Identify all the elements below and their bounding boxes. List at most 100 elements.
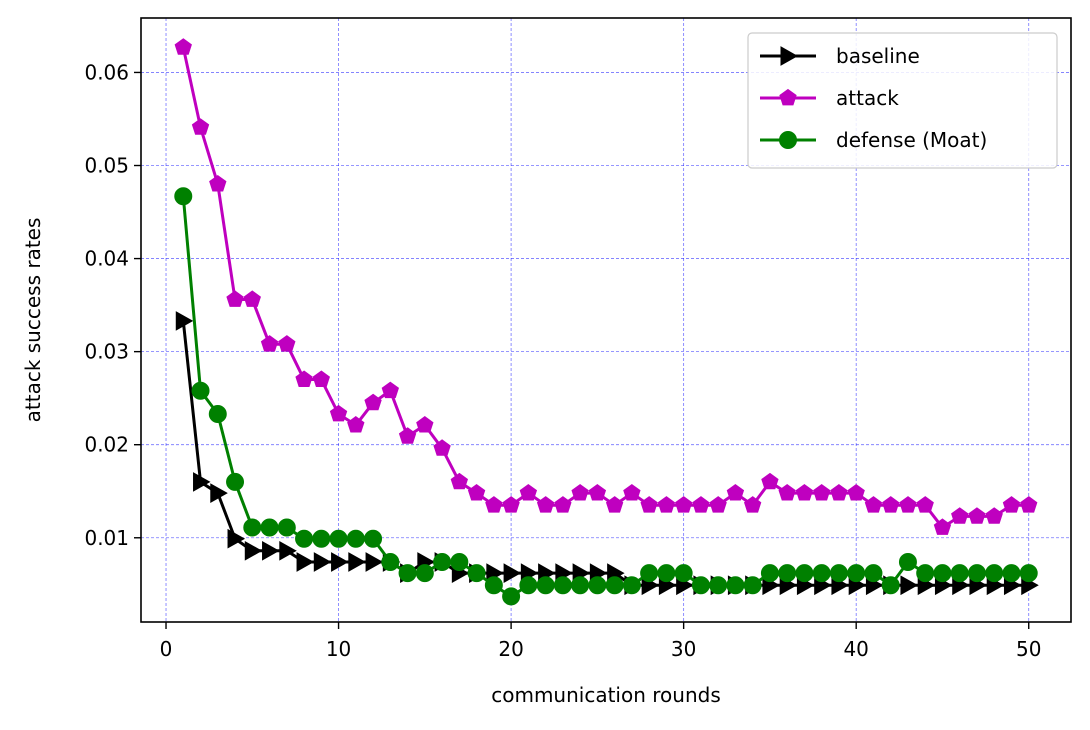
legend-item: attack bbox=[760, 86, 899, 110]
data-point bbox=[657, 564, 676, 583]
data-point bbox=[398, 427, 417, 444]
data-point bbox=[657, 496, 676, 513]
x-tick-label: 10 bbox=[326, 637, 351, 661]
data-point bbox=[175, 311, 194, 331]
data-point bbox=[313, 552, 332, 572]
legend-marker bbox=[779, 88, 797, 106]
data-point bbox=[364, 393, 382, 411]
data-point bbox=[674, 496, 693, 513]
data-point bbox=[260, 335, 279, 352]
data-point bbox=[381, 552, 400, 571]
legend: baseline attack defense (Moat) bbox=[747, 32, 1058, 169]
data-point bbox=[398, 564, 417, 583]
data-point bbox=[279, 540, 297, 561]
data-point bbox=[1002, 564, 1021, 583]
y-tick-label: 0.03 bbox=[84, 340, 129, 364]
data-point bbox=[312, 370, 330, 387]
data-point bbox=[433, 439, 451, 456]
data-point bbox=[226, 472, 245, 491]
data-point bbox=[760, 564, 779, 583]
data-point bbox=[484, 576, 503, 595]
data-point bbox=[243, 518, 262, 537]
data-point bbox=[1020, 496, 1038, 513]
y-tick-label: 0.02 bbox=[84, 433, 129, 457]
legend-marker bbox=[780, 46, 799, 66]
y-tick-label: 0.04 bbox=[84, 247, 129, 271]
x-tick-label: 40 bbox=[843, 637, 868, 661]
data-point bbox=[536, 576, 555, 595]
data-point bbox=[260, 518, 279, 537]
y-axis: 0.01 0.02 0.03 0.04 0.05 0.06 bbox=[84, 60, 141, 550]
data-point bbox=[829, 564, 848, 583]
series-attack bbox=[174, 38, 1038, 535]
data-point bbox=[262, 540, 280, 561]
data-point bbox=[743, 496, 762, 513]
legend-box bbox=[747, 32, 1058, 169]
data-point bbox=[743, 576, 762, 595]
data-point bbox=[553, 576, 572, 595]
data-point bbox=[899, 496, 917, 513]
data-point bbox=[933, 564, 952, 583]
data-point bbox=[726, 576, 745, 595]
data-point bbox=[881, 576, 900, 595]
x-tick-label: 50 bbox=[1016, 637, 1041, 661]
data-point bbox=[605, 496, 624, 513]
legend-item: baseline bbox=[760, 44, 920, 68]
data-point bbox=[900, 575, 918, 596]
data-point bbox=[795, 483, 814, 501]
data-point bbox=[933, 518, 952, 535]
data-point bbox=[968, 507, 986, 524]
data-point bbox=[348, 552, 366, 572]
data-point bbox=[571, 576, 590, 595]
y-tick-label: 0.05 bbox=[84, 154, 129, 178]
data-point bbox=[554, 496, 572, 513]
data-point bbox=[365, 552, 384, 572]
data-point bbox=[951, 507, 969, 524]
data-point bbox=[312, 529, 331, 548]
data-point bbox=[588, 576, 607, 595]
legend-item: defense (Moat) bbox=[760, 128, 987, 152]
data-point bbox=[191, 381, 210, 400]
data-point bbox=[830, 483, 848, 501]
data-point bbox=[674, 564, 693, 583]
data-point bbox=[812, 564, 831, 583]
data-point bbox=[193, 472, 211, 492]
legend-label: defense (Moat) bbox=[836, 128, 987, 152]
data-point bbox=[519, 576, 538, 595]
data-point bbox=[898, 552, 917, 571]
data-point bbox=[847, 564, 866, 583]
data-point bbox=[1019, 564, 1038, 583]
data-point bbox=[277, 518, 296, 537]
data-point bbox=[226, 290, 244, 307]
data-point bbox=[622, 576, 641, 595]
data-point bbox=[331, 552, 349, 572]
legend-label: attack bbox=[836, 86, 899, 110]
data-point bbox=[416, 416, 434, 433]
data-point bbox=[244, 540, 263, 561]
data-point bbox=[174, 38, 192, 55]
data-point bbox=[450, 552, 469, 571]
data-point bbox=[985, 507, 1003, 524]
data-point bbox=[209, 175, 227, 192]
data-point bbox=[778, 564, 797, 583]
data-point bbox=[882, 496, 900, 513]
data-point bbox=[295, 529, 314, 548]
data-point bbox=[950, 564, 969, 583]
series-layer bbox=[174, 38, 1039, 606]
data-point bbox=[778, 483, 796, 501]
data-point bbox=[364, 529, 383, 548]
data-point bbox=[278, 335, 296, 352]
data-point bbox=[795, 564, 814, 583]
data-point bbox=[640, 564, 659, 583]
data-point bbox=[208, 404, 227, 423]
data-point bbox=[571, 483, 589, 501]
series-defense-moat bbox=[174, 187, 1038, 606]
data-point bbox=[985, 564, 1004, 583]
data-point bbox=[381, 381, 399, 399]
data-point bbox=[329, 404, 348, 422]
data-point bbox=[864, 564, 883, 583]
data-point bbox=[726, 483, 745, 501]
data-point bbox=[502, 587, 521, 606]
x-axis: 0 10 20 30 40 50 bbox=[160, 622, 1041, 661]
